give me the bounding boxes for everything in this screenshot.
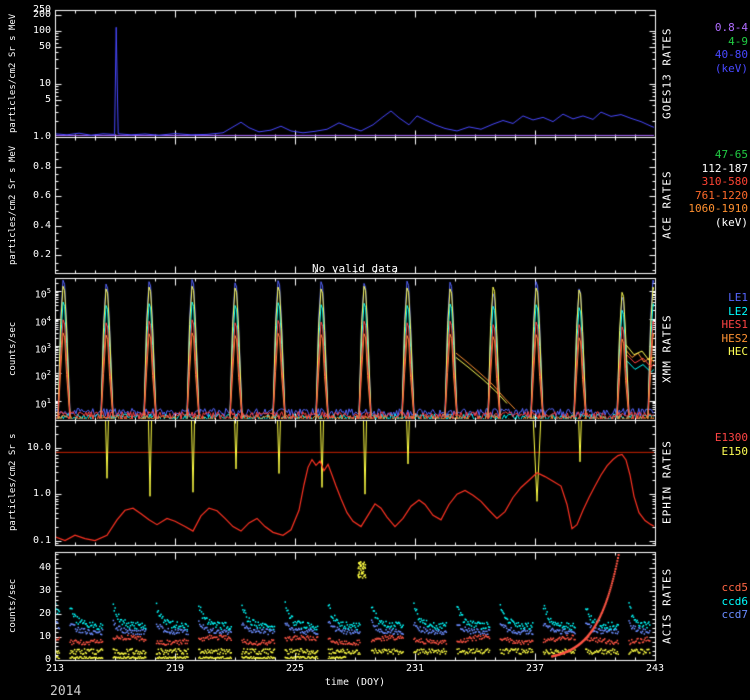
y-tick-label-goes13: 5 <box>0 94 51 106</box>
legend-acis-ccd7: ccd7 <box>676 609 748 621</box>
y-tick-label-xmm: 103 <box>0 340 51 356</box>
panel-title-ace: ACE RATES <box>659 137 675 273</box>
legend-goes13-0.8-4: 0.8-4 <box>676 22 748 34</box>
x-tick-label: 225 <box>277 663 313 675</box>
legend-ace-1060-1910: 1060-1910 <box>676 203 748 215</box>
x-tick-label: 231 <box>397 663 433 675</box>
x-tick-label: 243 <box>637 663 673 675</box>
legend-ephin-E150: E150 <box>676 446 748 458</box>
y-tick-label-xmm: 104 <box>0 313 51 329</box>
y-tick-label-ace: 0.2 <box>0 249 51 261</box>
plot-canvas <box>0 0 750 700</box>
y-tick-label-ace: 0.8 <box>0 161 51 173</box>
panel-title-goes13: GOES13 RATES <box>659 10 675 137</box>
y-tick-label-xmm: 101 <box>0 395 51 411</box>
y-tick-label-ace: 0.6 <box>0 190 51 202</box>
panel-title-acis: ACIS RATES <box>659 552 675 660</box>
legend-ace-47-65: 47-65 <box>676 149 748 161</box>
y-axis-label-ephin: particles/cm2 Sr s <box>6 420 20 545</box>
y-tick-label-goes13: 10 <box>0 78 51 90</box>
panel-title-xmm: XMM RATES <box>659 278 675 420</box>
y-tick-label-goes13: 1.0 <box>0 131 51 143</box>
legend-ace-keV: (keV) <box>676 217 748 229</box>
y-tick-label-ace: 0.4 <box>0 220 51 232</box>
panel-title-ephin: EPHIN RATES <box>659 420 675 545</box>
x-tick-label: 219 <box>157 663 193 675</box>
legend-goes13-40-80: 40-80 <box>676 49 748 61</box>
legend-xmm-LE2: LE2 <box>676 306 748 318</box>
no-data-message: No valid data <box>55 262 655 275</box>
y-tick-label-acis: 40 <box>0 562 51 574</box>
y-tick-label-goes13: 100 <box>0 25 51 37</box>
y-tick-label-acis: 30 <box>0 585 51 597</box>
x-tick-label: 213 <box>37 663 73 675</box>
y-tick-label-ephin: 1.0 <box>0 488 51 500</box>
legend-acis-ccd6: ccd6 <box>676 596 748 608</box>
legend-xmm-HES2: HES2 <box>676 333 748 345</box>
legend-xmm-LE1: LE1 <box>676 292 748 304</box>
y-tick-label-ephin: 0.1 <box>0 535 51 547</box>
x-axis-title: time (DOY) <box>55 677 655 688</box>
y-tick-label-xmm: 105 <box>0 285 51 301</box>
y-tick-label-acis: 20 <box>0 608 51 620</box>
y-tick-label-xmm: 102 <box>0 367 51 383</box>
y-tick-label-ephin: 10.0 <box>0 442 51 454</box>
radiation-monitor-dashboard: particles/cm2 Sr s MeV particles/cm2 Sr … <box>0 0 750 700</box>
legend-goes13-4-9: 4-9 <box>676 36 748 48</box>
y-tick-label-goes13: 50 <box>0 41 51 53</box>
legend-ephin-E1300: E1300 <box>676 432 748 444</box>
legend-ace-112-187: 112-187 <box>676 163 748 175</box>
y-tick-label-goes13: 200 <box>0 9 51 21</box>
legend-ace-310-580: 310-580 <box>676 176 748 188</box>
year-label: 2014 <box>50 684 81 699</box>
legend-acis-ccd5: ccd5 <box>676 582 748 594</box>
legend-xmm-HEC: HEC <box>676 346 748 358</box>
legend-goes13-keV: (keV) <box>676 63 748 75</box>
y-tick-label-acis: 10 <box>0 631 51 643</box>
legend-ace-761-1220: 761-1220 <box>676 190 748 202</box>
x-tick-label: 237 <box>517 663 553 675</box>
legend-xmm-HES1: HES1 <box>676 319 748 331</box>
